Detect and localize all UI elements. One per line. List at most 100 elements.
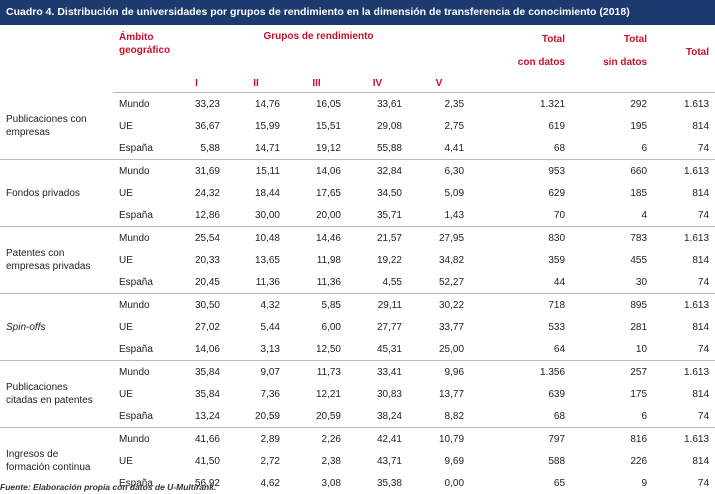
row-category: Patentes con empresas privadas <box>0 227 113 294</box>
group-value-cell: 2,72 <box>226 450 286 472</box>
group-value-cell: 6,30 <box>408 160 470 183</box>
group-value-cell: 15,51 <box>286 115 347 137</box>
total-total-cell: 814 <box>653 249 715 271</box>
group-value-cell: 33,41 <box>347 361 408 384</box>
header-group-iv: IV <box>347 75 408 93</box>
total-total-cell: 814 <box>653 115 715 137</box>
total-con-cell: 639 <box>470 383 571 405</box>
group-value-cell: 55,88 <box>347 137 408 160</box>
table-header: Ámbito geográfico Grupos de rendimiento … <box>0 29 715 93</box>
total-sin-cell: 226 <box>571 450 653 472</box>
header-total: Total <box>653 29 715 75</box>
group-value-cell: 2,89 <box>226 428 286 451</box>
group-value-cell: 13,65 <box>226 249 286 271</box>
total-con-cell: 953 <box>470 160 571 183</box>
group-value-cell: 16,05 <box>286 93 347 116</box>
group-value-cell: 34,82 <box>408 249 470 271</box>
region-name: UE <box>113 450 167 472</box>
group-value-cell: 33,77 <box>408 316 470 338</box>
group-value-cell: 41,50 <box>167 450 226 472</box>
total-con-cell: 359 <box>470 249 571 271</box>
total-con-cell: 65 <box>470 472 571 494</box>
group-value-cell: 30,22 <box>408 294 470 317</box>
group-value-cell: 5,85 <box>286 294 347 317</box>
group-value-cell: 15,99 <box>226 115 286 137</box>
group-value-cell: 20,59 <box>226 405 286 428</box>
group-value-cell: 30,00 <box>226 204 286 227</box>
group-value-cell: 13,24 <box>167 405 226 428</box>
total-total-cell: 1.613 <box>653 93 715 116</box>
group-value-cell: 35,38 <box>347 472 408 494</box>
total-con-cell: 629 <box>470 182 571 204</box>
group-value-cell: 19,12 <box>286 137 347 160</box>
group-value-cell: 30,83 <box>347 383 408 405</box>
group-value-cell: 35,84 <box>167 361 226 384</box>
group-value-cell: 33,61 <box>347 93 408 116</box>
data-table: Ámbito geográfico Grupos de rendimiento … <box>0 29 715 494</box>
group-value-cell: 14,06 <box>167 338 226 361</box>
header-grupos: Grupos de rendimiento <box>167 29 470 75</box>
total-sin-cell: 9 <box>571 472 653 494</box>
group-value-cell: 20,33 <box>167 249 226 271</box>
header-total-con-line2: con datos <box>470 49 571 75</box>
group-value-cell: 29,11 <box>347 294 408 317</box>
row-category: Publicaciones con empresas <box>0 93 113 160</box>
group-value-cell: 27,95 <box>408 227 470 250</box>
region-name: España <box>113 204 167 227</box>
group-value-cell: 31,69 <box>167 160 226 183</box>
group-value-cell: 5,09 <box>408 182 470 204</box>
region-name: UE <box>113 249 167 271</box>
total-sin-cell: 783 <box>571 227 653 250</box>
group-value-cell: 11,36 <box>226 271 286 294</box>
group-value-cell: 13,77 <box>408 383 470 405</box>
group-value-cell: 12,21 <box>286 383 347 405</box>
group-value-cell: 38,24 <box>347 405 408 428</box>
header-group-iii: III <box>286 75 347 93</box>
total-sin-cell: 195 <box>571 115 653 137</box>
region-name: España <box>113 137 167 160</box>
group-value-cell: 43,71 <box>347 450 408 472</box>
group-value-cell: 33,23 <box>167 93 226 116</box>
region-name: Mundo <box>113 160 167 183</box>
total-con-cell: 1.321 <box>470 93 571 116</box>
total-sin-cell: 10 <box>571 338 653 361</box>
group-value-cell: 2,26 <box>286 428 347 451</box>
group-value-cell: 21,57 <box>347 227 408 250</box>
group-value-cell: 19,22 <box>347 249 408 271</box>
region-name: UE <box>113 383 167 405</box>
group-value-cell: 17,65 <box>286 182 347 204</box>
total-con-cell: 619 <box>470 115 571 137</box>
group-value-cell: 9,69 <box>408 450 470 472</box>
group-value-cell: 2,75 <box>408 115 470 137</box>
group-value-cell: 7,36 <box>226 383 286 405</box>
total-con-cell: 797 <box>470 428 571 451</box>
header-total-sin-line2: sin datos <box>571 49 653 75</box>
total-total-cell: 74 <box>653 271 715 294</box>
group-value-cell: 4,62 <box>226 472 286 494</box>
group-value-cell: 10,48 <box>226 227 286 250</box>
group-value-cell: 4,41 <box>408 137 470 160</box>
total-total-cell: 74 <box>653 338 715 361</box>
group-value-cell: 36,67 <box>167 115 226 137</box>
header-total-con-line1: Total <box>470 29 571 49</box>
header-group-v: V <box>408 75 470 93</box>
total-total-cell: 814 <box>653 182 715 204</box>
total-sin-cell: 257 <box>571 361 653 384</box>
group-value-cell: 52,27 <box>408 271 470 294</box>
group-value-cell: 14,46 <box>286 227 347 250</box>
group-value-cell: 3,08 <box>286 472 347 494</box>
group-value-cell: 5,44 <box>226 316 286 338</box>
group-value-cell: 12,50 <box>286 338 347 361</box>
region-name: Mundo <box>113 294 167 317</box>
total-sin-cell: 281 <box>571 316 653 338</box>
group-value-cell: 30,50 <box>167 294 226 317</box>
region-name: Mundo <box>113 93 167 116</box>
group-value-cell: 12,86 <box>167 204 226 227</box>
